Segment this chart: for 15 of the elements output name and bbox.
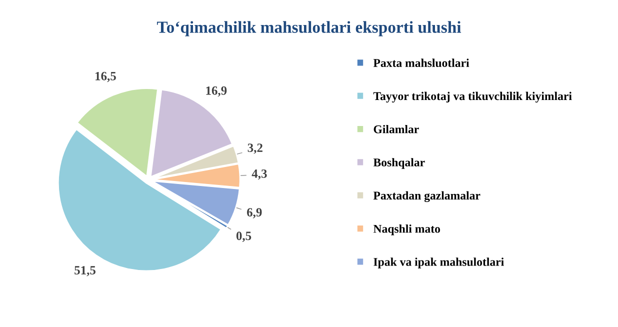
data-label: 4,3 <box>252 169 267 180</box>
data-label: 3,2 <box>248 144 262 154</box>
data-label: 16,5 <box>96 72 116 82</box>
chart-title: To‘qimachilik mahsulotlari eksporti ulushi <box>156 21 462 36</box>
data-label: 0,5 <box>236 232 252 242</box>
legend-label: Paxtadan gazlamalar <box>373 191 480 202</box>
legend-label: Ipak va ipak mahsulotlari <box>374 258 504 268</box>
legend-label: Paxta mahsluotlari <box>373 58 470 68</box>
legend-label: Gilamlar <box>374 124 419 134</box>
data-label: 16,9 <box>206 86 227 97</box>
legend-label: Naqshli mato <box>373 224 440 236</box>
data-label: 6,9 <box>246 208 262 218</box>
data-label: 51,5 <box>74 266 96 276</box>
legend-label: Tayyor trikotaj va tikuvchilik kiyimlari <box>373 92 572 103</box>
legend-label: Boshqalar <box>373 158 425 169</box>
